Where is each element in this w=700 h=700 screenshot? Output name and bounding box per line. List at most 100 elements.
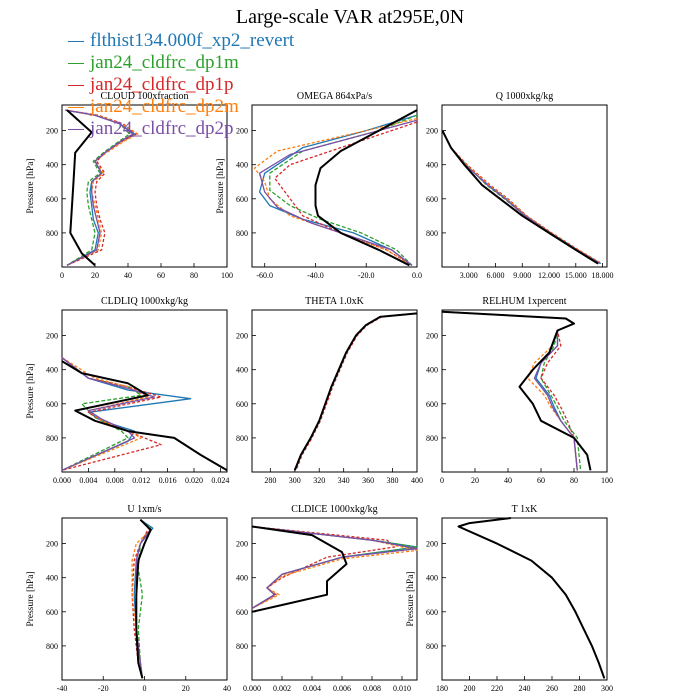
panel-title: CLOUD 100xfraction: [100, 91, 188, 102]
series-line: [61, 357, 142, 471]
y-tick-label: 800: [236, 434, 248, 443]
x-tick-label: -20.0: [358, 271, 375, 280]
reference-line: [251, 525, 348, 613]
y-tick-label: 600: [236, 195, 248, 204]
x-tick-label: 0.010: [393, 684, 411, 693]
x-tick-label: -40.0: [307, 271, 324, 280]
x-tick-label: 0.012: [132, 476, 150, 485]
x-tick-label: 300: [289, 476, 301, 485]
series-line: [457, 517, 605, 679]
y-tick-label: 800: [426, 229, 438, 238]
y-tick-label: 200: [46, 332, 58, 341]
x-tick-label: 20: [182, 684, 190, 693]
series-line: [274, 121, 418, 266]
x-tick-label: 320: [313, 476, 325, 485]
series-line: [258, 114, 418, 266]
x-tick-label: 260: [546, 684, 558, 693]
y-tick-label: 800: [236, 229, 248, 238]
legend-swatch: [68, 85, 84, 87]
y-tick-label: 800: [426, 434, 438, 443]
y-tick-label: 600: [46, 400, 58, 409]
panel-frame: [61, 309, 228, 473]
series-line: [457, 517, 605, 679]
y-tick-label: 800: [46, 229, 58, 238]
legend-label: jan24_cldfrc_dp2m: [90, 96, 239, 117]
y-tick-label: 200: [46, 540, 58, 549]
x-tick-label: 0.004: [79, 476, 97, 485]
x-tick-label: 100: [221, 271, 233, 280]
legend-item: jan24_cldfrc_dp2p: [68, 118, 294, 140]
legend-item: flthist134.000f_xp2_revert: [68, 30, 294, 52]
x-tick-label: 40: [504, 476, 512, 485]
x-tick-label: 3.000: [460, 271, 478, 280]
y-tick-label: 200: [426, 332, 438, 341]
y-tick-label: 400: [426, 574, 438, 583]
y-tick-label: 200: [236, 540, 248, 549]
x-tick-label: 15.000: [565, 271, 587, 280]
y-tick-label: 400: [426, 161, 438, 170]
y-tick-label: 600: [46, 608, 58, 617]
y-tick-label: 400: [46, 366, 58, 375]
y-axis-label: Pressure [hPa]: [406, 571, 416, 626]
series-line: [457, 517, 605, 679]
chart-title: Large-scale VAR at295E,0N: [235, 6, 465, 28]
y-tick-label: 600: [426, 608, 438, 617]
y-tick-label: 600: [426, 400, 438, 409]
x-tick-label: 0.024: [211, 476, 229, 485]
panel-frame: [441, 517, 608, 681]
series-line: [441, 311, 582, 471]
x-tick-label: 220: [491, 684, 503, 693]
x-tick-label: 0.016: [159, 476, 177, 485]
y-tick-label: 200: [426, 127, 438, 136]
reference-line: [66, 109, 96, 267]
panel-title: RELHUM 1xpercent: [482, 296, 566, 307]
x-tick-label: 360: [362, 476, 374, 485]
series-line: [441, 130, 601, 265]
x-tick-label: 180: [436, 684, 448, 693]
x-tick-label: 60: [157, 271, 165, 280]
series-line: [65, 109, 139, 266]
y-tick-label: 600: [46, 195, 58, 204]
y-tick-label: 200: [426, 540, 438, 549]
panel-title: T 1xK: [512, 504, 538, 515]
reference-line: [293, 312, 418, 471]
x-tick-label: 0.004: [303, 684, 321, 693]
panel-title: THETA 1.0xK: [305, 296, 364, 307]
x-tick-label: 0.020: [185, 476, 203, 485]
series-line: [65, 109, 137, 266]
panel-title: Q 1000xkg/kg: [496, 91, 554, 102]
x-tick-label: 240: [519, 684, 531, 693]
x-tick-label: -40: [57, 684, 68, 693]
x-tick-label: 400: [411, 476, 423, 485]
series-line: [251, 525, 418, 609]
panel-title: CLDLIQ 1000xkg/kg: [101, 296, 188, 307]
x-tick-label: 280: [264, 476, 276, 485]
series-line: [61, 357, 162, 471]
x-tick-label: 0: [143, 684, 147, 693]
x-tick-label: 380: [387, 476, 399, 485]
legend-label: jan24_cldfrc_dp1p: [90, 74, 234, 95]
panel-frame: [441, 309, 608, 473]
x-tick-label: 200: [464, 684, 476, 693]
y-tick-label: 400: [236, 574, 248, 583]
panel-frame: [251, 517, 418, 681]
legend-item: jan24_cldfrc_dp2m: [68, 96, 294, 118]
series-line: [251, 525, 418, 609]
panel-title: OMEGA 864xPa/s: [297, 91, 372, 102]
y-tick-label: 400: [426, 366, 438, 375]
series-line: [441, 130, 602, 265]
legend-label: jan24_cldfrc_dp2p: [90, 118, 234, 139]
y-axis-label: Pressure [hPa]: [26, 571, 36, 626]
series-line: [253, 117, 418, 266]
series-line: [295, 312, 418, 471]
series-line: [61, 357, 156, 471]
x-tick-label: -60.0: [256, 271, 273, 280]
legend-swatch: [68, 129, 84, 131]
x-tick-label: 0.002: [273, 684, 291, 693]
y-tick-label: 400: [236, 161, 248, 170]
series-line: [65, 109, 131, 266]
legend-label: jan24_cldfrc_dp1m: [90, 52, 239, 73]
x-tick-label: 40: [223, 684, 231, 693]
y-tick-label: 400: [236, 366, 248, 375]
